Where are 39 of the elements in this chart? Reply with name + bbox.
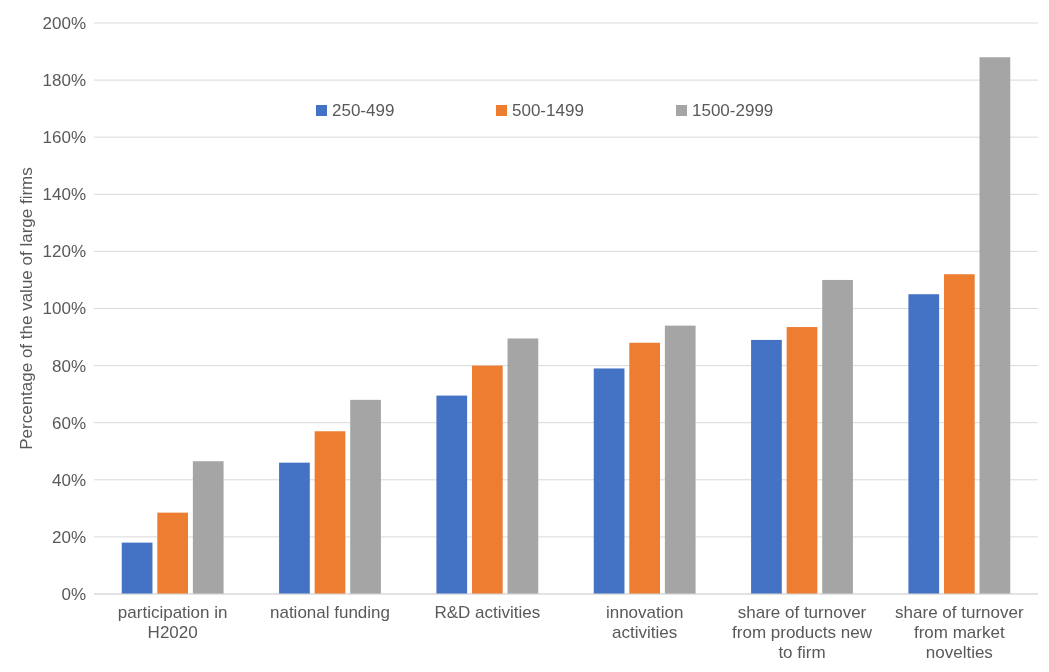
y-axis-title: Percentage of the value of large firms [17,167,36,450]
y-tick-label: 80% [51,356,86,376]
bar [192,461,224,594]
x-tick-label: share of turnover from products new to firm [732,603,873,662]
y-tick-label: 160% [42,128,86,148]
bar [664,325,696,594]
bar [436,395,468,594]
bar [629,342,661,594]
x-tick-label: share of turnover from market novelties [895,603,1024,662]
bar [786,327,818,594]
y-tick-label: 60% [51,413,86,433]
x-tick-label: R&D activities [434,603,541,622]
bar [943,274,975,594]
bar [507,338,539,594]
x-tick-label: innovation activities [605,603,684,642]
bar [822,279,853,594]
bar [121,542,153,594]
bar [279,462,310,594]
bar [979,57,1011,594]
y-tick-label: 40% [51,470,86,490]
y-tick-label: 120% [42,242,86,262]
y-tick-label: 20% [51,527,86,547]
y-tick-label: 0% [61,584,86,604]
x-tick-label: national funding [269,603,391,622]
bar [593,368,625,594]
bar [314,431,346,594]
y-tick-label: 140% [42,185,86,205]
y-tick-label: 100% [42,299,86,319]
bar [908,294,940,594]
bar [751,339,782,594]
y-tick-label: 200% [42,13,86,33]
x-tick-label: participation in H2020 [117,603,228,642]
bar [471,365,503,594]
legend-label: 1500-2999 [692,101,774,120]
bar [157,512,189,594]
bar [350,399,381,594]
y-tick-label: 180% [42,71,86,91]
legend-label: 250-499 [332,101,395,120]
legend-label: 500-1499 [512,101,584,120]
